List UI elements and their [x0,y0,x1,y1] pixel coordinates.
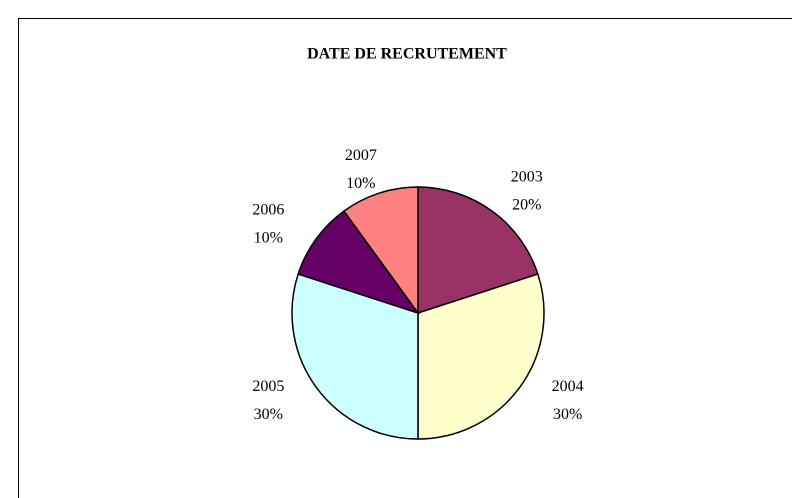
pie-slice [297,210,420,315]
pie-slice [291,273,419,440]
pie-slice [417,273,545,440]
slice-category-label: 2007 [345,147,377,164]
slice-category-label: 2004 [552,378,584,395]
slice-value-label: 30% [254,406,283,423]
pie-slice [417,186,539,315]
chart-title: DATE DE RECRUTEMENT [307,46,507,63]
slice-category-label: 2006 [252,202,284,219]
slice-category-label: 2003 [511,168,543,185]
slice-value-label: 10% [346,175,375,192]
slice-value-label: 10% [254,230,283,247]
slice-value-label: 30% [553,406,582,423]
slice-category-label: 2005 [252,378,284,395]
pie-slice [342,186,419,316]
slice-value-label: 20% [512,196,541,213]
